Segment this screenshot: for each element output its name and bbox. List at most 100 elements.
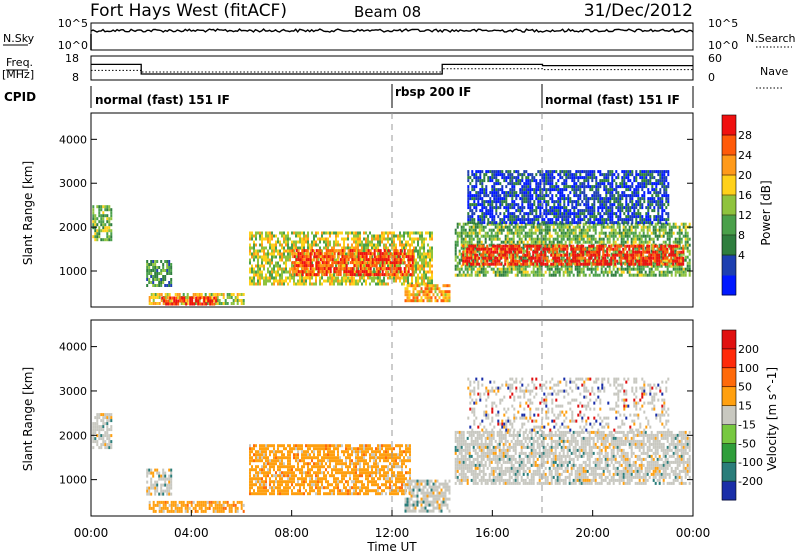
heatmap-cell <box>322 261 324 264</box>
heatmap-cell <box>527 173 529 176</box>
heatmap-cell <box>607 238 609 241</box>
heatmap-cell <box>435 287 437 290</box>
heatmap-cell <box>552 251 554 254</box>
heatmap-cell <box>563 226 565 229</box>
heatmap-cell <box>156 284 158 287</box>
heatmap-cell <box>588 254 590 257</box>
heatmap-cell <box>558 263 560 266</box>
heatmap-cell <box>549 206 551 209</box>
heatmap-cell <box>575 226 577 229</box>
heatmap-cell <box>617 226 619 229</box>
heatmap-cell <box>427 293 429 296</box>
heatmap-cell <box>362 270 364 273</box>
heatmap-cell <box>261 271 263 274</box>
heatmap-cell <box>500 245 502 248</box>
heatmap-cell <box>390 264 392 267</box>
heatmap-cell <box>547 188 549 191</box>
heatmap-cell <box>481 218 483 221</box>
heatmap-cell <box>445 284 447 287</box>
heatmap-cell <box>384 255 386 258</box>
heatmap-cell <box>417 250 419 253</box>
heatmap-cell <box>617 238 619 241</box>
heatmap-cell <box>386 252 388 255</box>
heatmap-cell <box>383 235 385 238</box>
heatmap-cell <box>405 287 407 290</box>
noise-left-tick-bottom: 10^0 <box>58 39 88 52</box>
heatmap-cell <box>529 206 531 209</box>
heatmap-cell <box>146 263 148 266</box>
heatmap-cell <box>394 249 396 252</box>
heatmap-cell <box>611 229 613 232</box>
heatmap-cell <box>533 200 535 203</box>
heatmap-cell <box>553 274 555 277</box>
heatmap-cell <box>419 256 421 259</box>
heatmap-cell <box>309 283 311 286</box>
heatmap-cell <box>455 268 457 271</box>
heatmap-cell <box>289 253 291 256</box>
heatmap-cell <box>555 229 557 232</box>
heatmap-cell <box>510 248 512 251</box>
heatmap-cell <box>689 223 691 226</box>
heatmap-cell <box>96 235 98 238</box>
heatmap-cell <box>559 194 561 197</box>
heatmap-cell <box>523 206 525 209</box>
heatmap-cell <box>411 241 413 244</box>
heatmap-cell <box>501 170 503 173</box>
heatmap-cell <box>400 249 402 252</box>
heatmap-cell <box>672 254 674 257</box>
heatmap-cell <box>583 235 585 238</box>
heatmap-cell <box>255 250 257 253</box>
heatmap-cell <box>569 173 571 176</box>
heatmap-cell <box>525 235 527 238</box>
heatmap-cell <box>479 218 481 221</box>
heatmap-cell <box>544 251 546 254</box>
heatmap-cell <box>326 267 328 270</box>
heatmap-cell <box>362 252 364 255</box>
heatmap-cell <box>481 206 483 209</box>
heatmap-cell <box>577 176 579 179</box>
heatmap-cell <box>389 232 391 235</box>
heatmap-cell <box>484 257 486 260</box>
heatmap-cell <box>595 238 597 241</box>
heatmap-cell <box>494 263 496 266</box>
heatmap-cell <box>587 209 589 212</box>
heatmap-cell <box>561 229 563 232</box>
heatmap-cell <box>305 283 307 286</box>
heatmap-cell <box>669 238 671 241</box>
heatmap-cell <box>566 263 568 266</box>
heatmap-cell <box>305 238 307 241</box>
heatmap-cell <box>372 261 374 264</box>
heatmap-cell <box>510 260 512 263</box>
heatmap-cell <box>386 267 388 270</box>
heatmap-cell <box>682 245 684 248</box>
heatmap-cell <box>595 232 597 235</box>
heatmap-cell <box>595 241 597 244</box>
heatmap-cell <box>335 277 337 280</box>
heatmap-cell <box>329 274 331 277</box>
heatmap-cell <box>480 245 482 248</box>
heatmap-cell <box>221 293 223 296</box>
heatmap-cell <box>674 260 676 263</box>
heatmap-cell <box>477 218 479 221</box>
heatmap-cell <box>102 223 104 226</box>
heatmap-cell <box>336 273 338 276</box>
heatmap-cell <box>649 226 651 229</box>
heatmap-cell <box>519 191 521 194</box>
heatmap-cell <box>577 268 579 271</box>
heatmap-cell <box>523 197 525 200</box>
heatmap-cell <box>567 215 569 218</box>
heatmap-cell <box>652 248 654 251</box>
heatmap-cell <box>662 257 664 260</box>
heatmap-cell <box>481 235 483 238</box>
heatmap-cell <box>360 267 362 270</box>
heatmap-cell <box>511 218 513 221</box>
heatmap-cell <box>353 283 355 286</box>
heatmap-cell <box>550 254 552 257</box>
heatmap-cell <box>473 226 475 229</box>
heatmap-cell <box>672 260 674 263</box>
heatmap-cell <box>335 280 337 283</box>
heatmap-cell <box>577 170 579 173</box>
heatmap-cell <box>265 256 267 259</box>
heatmap-cell <box>197 297 199 300</box>
heatmap-cell <box>303 244 305 247</box>
